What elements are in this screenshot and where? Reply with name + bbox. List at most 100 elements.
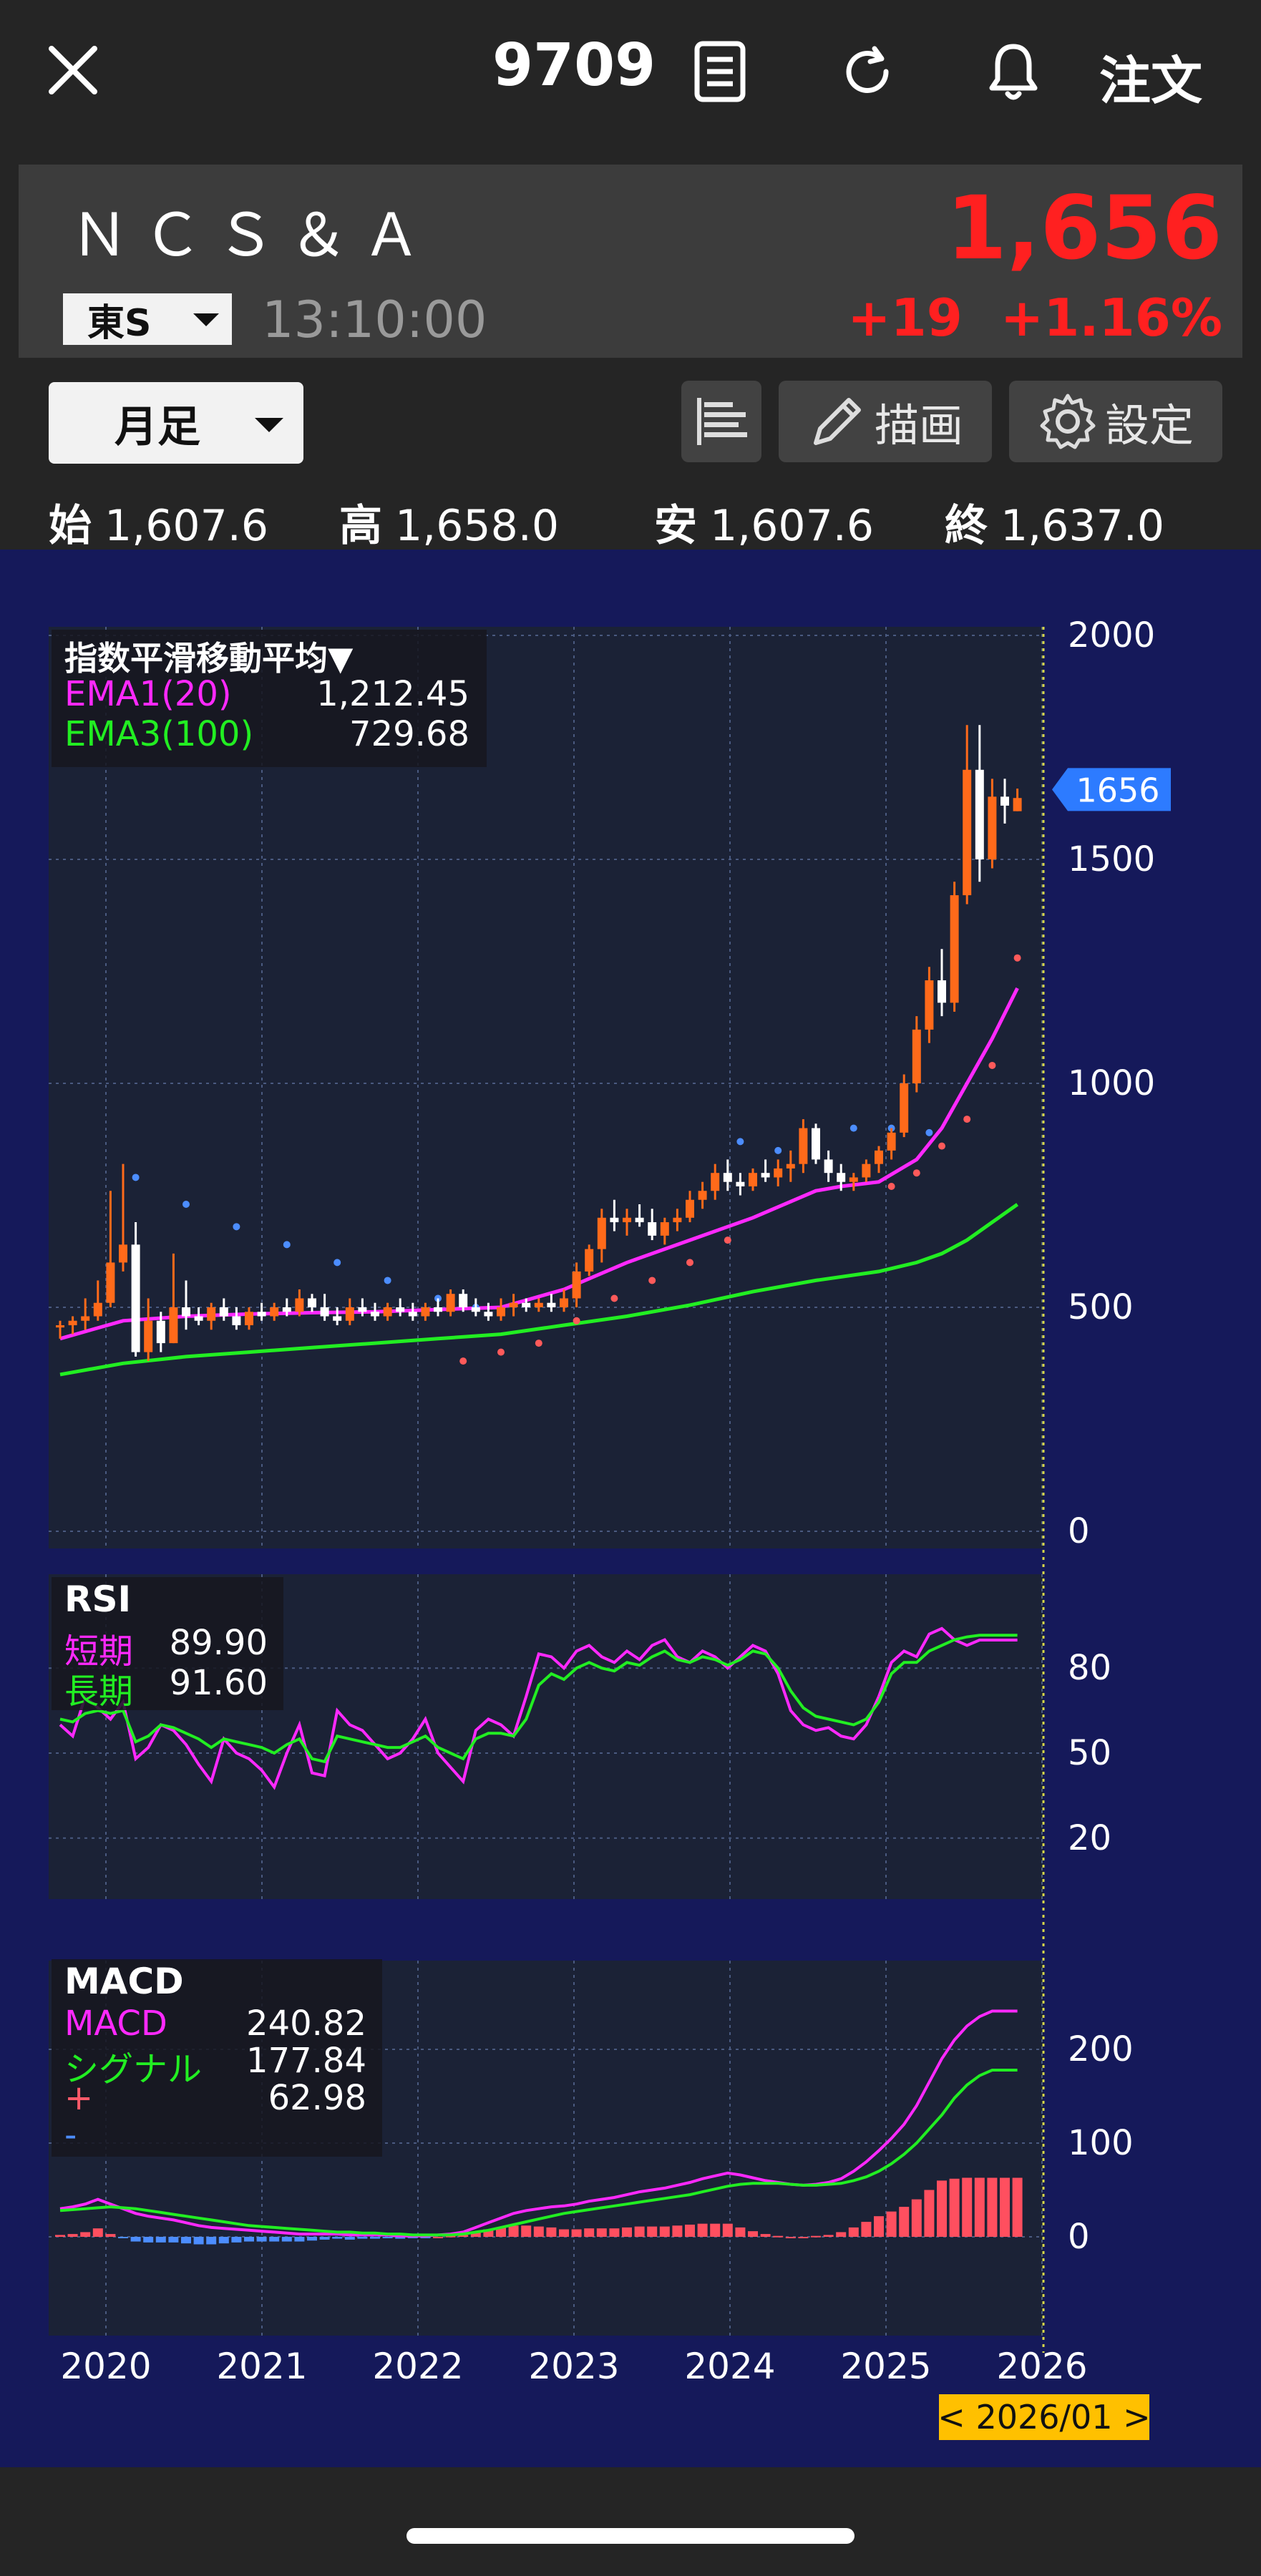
change-value: +19 <box>847 288 963 348</box>
candle-body <box>421 1307 430 1317</box>
macd-hist-bar <box>659 2226 670 2237</box>
macd-hist-bar <box>80 2232 91 2237</box>
price-axis-label: 2000 <box>1068 615 1155 655</box>
period-select[interactable]: 月足 <box>49 382 303 464</box>
open-label: 始 <box>49 501 92 551</box>
sar-dot <box>686 1259 693 1267</box>
macd-hist-bar <box>559 2229 569 2237</box>
macd-axis-label: 100 <box>1068 2123 1134 2163</box>
candle-body <box>862 1163 871 1178</box>
macd-hist-bar <box>181 2237 191 2244</box>
sar-dot <box>1013 954 1021 962</box>
macd-hist-bar <box>798 2237 809 2238</box>
candle-body <box>119 1244 127 1263</box>
quote-time: 13:10:00 <box>262 291 487 349</box>
candle-body <box>900 1083 909 1133</box>
macd-hist-bar <box>584 2228 595 2237</box>
macd-hist-bar <box>924 2190 935 2237</box>
sar-dot <box>283 1241 291 1249</box>
sar-dot <box>573 1317 580 1324</box>
rsi-axis-label: 20 <box>1068 1818 1111 1858</box>
sar-dot <box>610 1294 618 1302</box>
sar-dot <box>497 1348 505 1356</box>
macd-name: MACD <box>64 2004 167 2044</box>
rsi-axis-label: 80 <box>1068 1648 1111 1688</box>
candle-body <box>925 980 934 1030</box>
candle-body <box>245 1312 253 1326</box>
macd-hist-bar <box>974 2177 985 2237</box>
ema-legend[interactable]: 指数平滑移動平均▼ EMA1(20) 1,212.45 EMA3(100) 72… <box>52 630 487 767</box>
ema1-name: EMA1(20) <box>64 674 232 714</box>
sar-dot <box>535 1340 542 1347</box>
chart-area[interactable]: 0 500 1000 1500 2000 20 50 80 0 100 200 2020 2021 202… <box>0 550 1261 2467</box>
sar-dot <box>333 1259 341 1267</box>
candle-body <box>371 1312 379 1317</box>
bell-icon[interactable] <box>979 37 1048 106</box>
macd-hist-bar <box>609 2228 620 2237</box>
rsi-short-value: 89.90 <box>169 1623 268 1663</box>
home-indicator[interactable] <box>406 2528 855 2544</box>
candle-body <box>635 1217 644 1223</box>
draw-button[interactable]: 描画 <box>779 381 992 462</box>
low-label: 安 <box>654 501 697 551</box>
macd-hist-bar <box>899 2207 910 2237</box>
sar-dot <box>912 1169 920 1177</box>
macd-hist-bar <box>886 2211 897 2237</box>
candle-body <box>572 1271 581 1299</box>
gear-icon <box>1040 394 1096 449</box>
candle-body <box>131 1244 140 1352</box>
market-label: 東S <box>87 301 152 345</box>
macd-hist-bar <box>735 2227 746 2237</box>
stock-chart[interactable]: 0 500 1000 1500 2000 20 50 80 0 100 200 2020 2021 202… <box>0 550 1261 2467</box>
bars-toggle-button[interactable] <box>681 381 761 462</box>
close-value: 1,637.0 <box>1000 501 1165 551</box>
macd-hist-bar <box>836 2232 847 2237</box>
macd-hist-bar <box>370 2237 380 2239</box>
candle-body <box>333 1316 342 1321</box>
macd-hist-bar <box>407 2237 418 2238</box>
macd-hist-bar <box>281 2237 292 2242</box>
order-button[interactable]: 注文 <box>1099 51 1203 111</box>
document-icon[interactable] <box>686 37 754 106</box>
settings-button[interactable]: 設定 <box>1009 381 1222 462</box>
price-axis-label: 0 <box>1068 1511 1090 1551</box>
x-axis-label: 2022 <box>372 2346 463 2387</box>
open-item: 始 1,607.6 <box>49 491 268 553</box>
refresh-icon[interactable] <box>833 37 902 106</box>
macd-legend[interactable]: MACD MACD 240.82 シグナル 177.84 + 62.98 - <box>52 1959 382 2157</box>
last-price-tag <box>1052 768 1171 811</box>
close-item: 終 1,637.0 <box>945 491 1164 553</box>
macd-hist-bar <box>307 2237 317 2241</box>
signal-value: 177.84 <box>246 2041 366 2081</box>
candle-body <box>875 1150 883 1164</box>
hist-plus-value: 62.98 <box>268 2078 366 2118</box>
macd-hist-bar <box>458 2235 469 2237</box>
cursor-date-label: < 2026/01 > <box>938 2398 1150 2436</box>
open-value: 1,607.6 <box>104 501 269 551</box>
change-percent: +1.16% <box>1000 288 1222 348</box>
candle-body <box>522 1302 531 1307</box>
close-icon[interactable] <box>44 42 102 99</box>
candle-body <box>81 1316 90 1321</box>
candle-body <box>774 1168 783 1178</box>
sar-dot <box>648 1277 656 1284</box>
candle-body <box>1013 798 1022 811</box>
macd-hist-bar <box>67 2234 78 2237</box>
candle-body <box>534 1302 543 1307</box>
macd-hist-bar <box>105 2234 116 2237</box>
macd-hist-bar <box>987 2177 998 2237</box>
rsi-axis-label: 50 <box>1068 1733 1111 1773</box>
candle-body <box>93 1302 102 1317</box>
macd-hist-bar <box>760 2234 771 2237</box>
candle-body <box>711 1173 720 1191</box>
stock-name: ＮＣＳ＆Ａ <box>70 202 436 270</box>
market-select[interactable]: 東S <box>63 293 232 345</box>
candle-body <box>988 796 997 859</box>
sar-dot <box>132 1174 140 1181</box>
macd-hist-bar <box>218 2237 229 2244</box>
rsi-legend[interactable]: RSI 短期 89.90 長期 91.60 <box>52 1577 283 1712</box>
macd-hist-bar <box>722 2223 733 2237</box>
rsi-short-name: 短期 <box>64 1631 134 1672</box>
macd-hist-bar <box>256 2237 267 2242</box>
low-item: 安 1,607.6 <box>654 491 874 553</box>
